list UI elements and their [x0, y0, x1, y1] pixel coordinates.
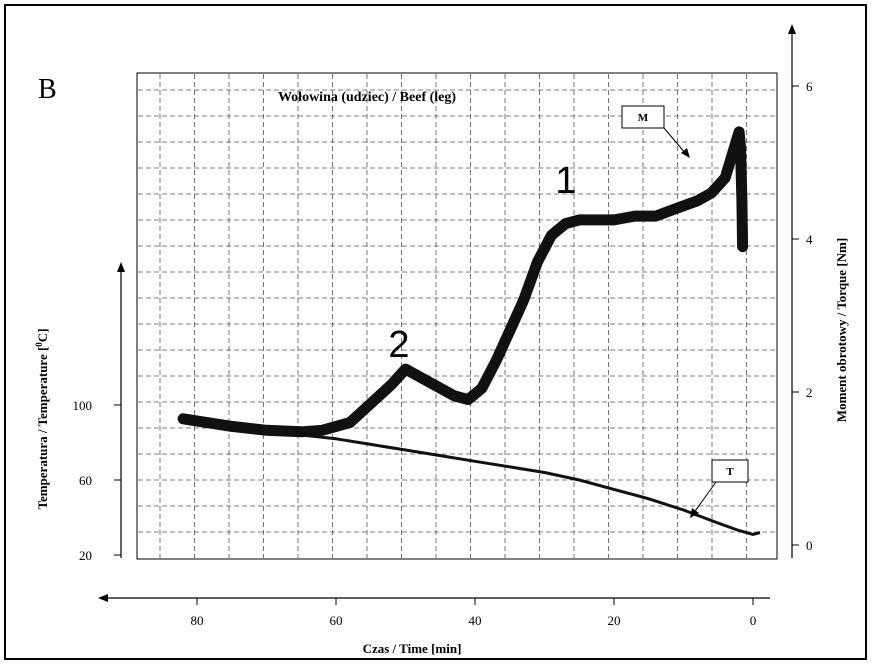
y-right-ticks: 6 4 2 0 — [792, 79, 813, 553]
x-axis-title: Czas / Time [min] — [363, 641, 462, 656]
y-right-tick-label: 2 — [806, 385, 813, 400]
x-tick-label: 80 — [191, 613, 204, 628]
y-left-tick-label: 60 — [79, 473, 92, 488]
y-right-tick-label: 6 — [806, 79, 813, 94]
y-left-axis-title: Temperatura / Temperature [0C] — [34, 328, 50, 509]
plot-paper — [136, 72, 778, 560]
y-right-tick-label: 0 — [806, 538, 813, 553]
figure-frame — [4, 4, 867, 660]
panel-label: B — [38, 74, 57, 105]
y-left-ticks: 100 60 20 — [73, 398, 121, 563]
svg-text:M: M — [638, 112, 649, 124]
chart-title: Wołowina (udziec) / Beef (leg) — [278, 90, 456, 105]
x-tick-label: 40 — [469, 613, 482, 628]
y-right-axis-title: Moment obrotowy / Torque [Nm] — [834, 238, 849, 422]
x-ticks: 80 60 40 20 0 — [191, 598, 757, 628]
peak-label-1: 1 — [555, 160, 576, 202]
y-right-axis-arrow — [788, 24, 796, 34]
svg-text:T: T — [726, 466, 734, 478]
callout-T: T — [690, 459, 749, 518]
y-left-axis-arrow — [117, 262, 125, 272]
x-tick-label: 0 — [750, 613, 757, 628]
y-right-tick-label: 4 — [806, 232, 813, 247]
peak-label-2: 2 — [388, 324, 409, 366]
x-axis-arrow — [98, 594, 108, 602]
y-left-tick-label: 20 — [79, 548, 92, 563]
y-left-tick-label: 100 — [73, 398, 93, 413]
x-tick-label: 60 — [330, 613, 343, 628]
x-tick-label: 20 — [608, 613, 621, 628]
series-temperature-line — [266, 431, 761, 536]
series-torque-line — [177, 126, 749, 438]
callout-M: M — [621, 105, 690, 158]
